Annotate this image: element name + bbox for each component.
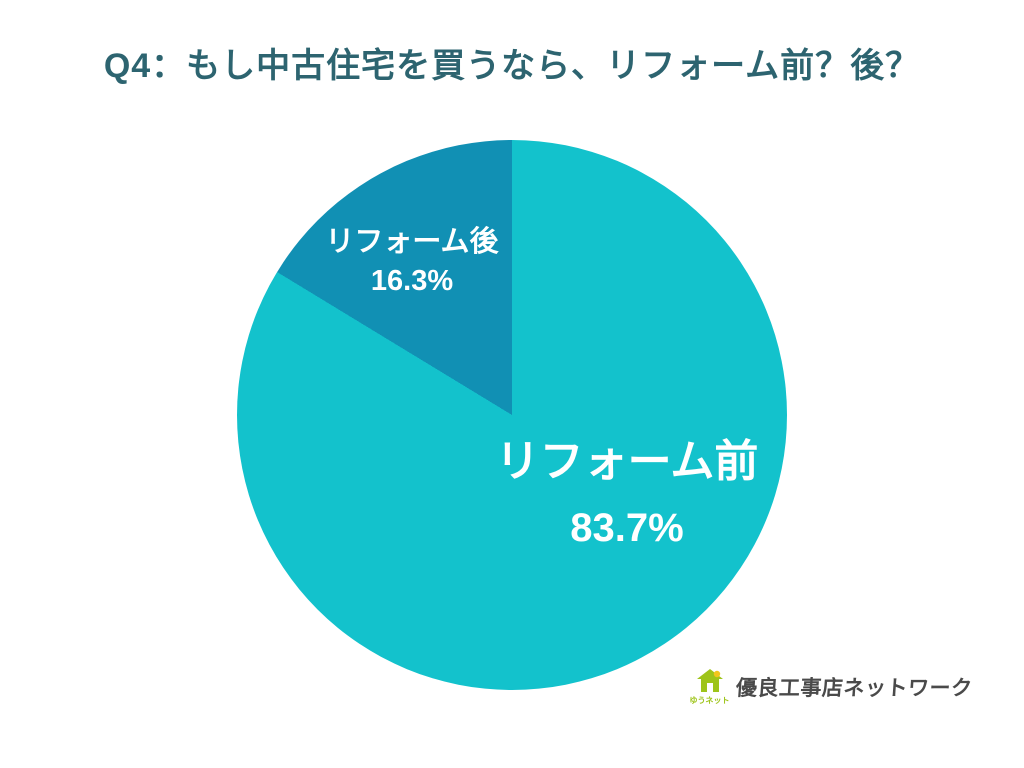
logo-icon-caption: ゆうネット (689, 696, 730, 705)
pie-label-reform-after: リフォーム後 16.3% (297, 223, 527, 301)
reform-before-value: 83.7% (570, 506, 684, 551)
pie-graphic (237, 140, 787, 690)
pie-label-reform-before: リフォーム前 83.7% (477, 432, 777, 555)
brand-logo: ゆうネット 優良工事店ネットワーク (690, 668, 973, 706)
reform-after-label: リフォーム後 (325, 226, 499, 258)
page-title: Q4：もし中古住宅を買うなら、リフォーム前？後？ (103, 47, 921, 85)
reform-before-label: リフォーム前 (495, 437, 759, 486)
pie-chart: リフォーム後 16.3% リフォーム前 83.7% (237, 140, 787, 690)
reform-after-value: 16.3% (370, 265, 454, 298)
logo-icon-wrap: ゆうネット (690, 668, 730, 706)
logo-text: 優良工事店ネットワーク (734, 677, 973, 700)
house-icon (696, 669, 723, 692)
